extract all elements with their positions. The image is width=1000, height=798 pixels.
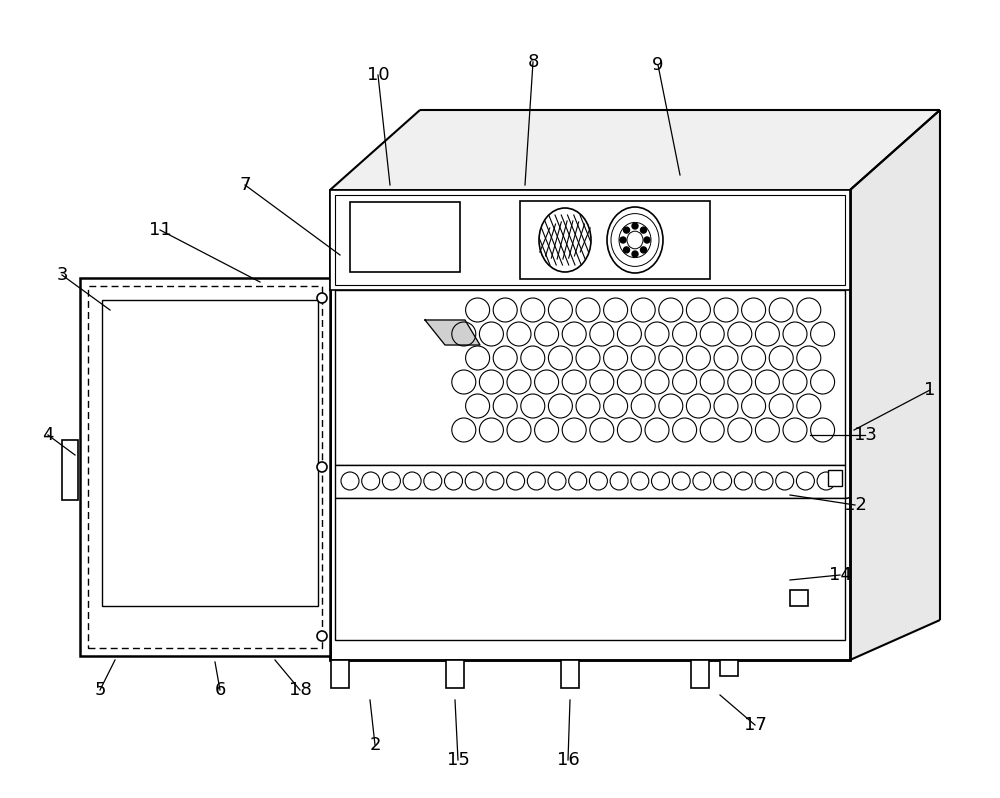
Circle shape xyxy=(317,293,327,303)
Circle shape xyxy=(632,251,638,257)
Text: 1: 1 xyxy=(924,381,936,399)
Circle shape xyxy=(362,472,380,490)
Circle shape xyxy=(624,227,630,233)
Bar xyxy=(335,290,845,465)
Circle shape xyxy=(424,472,442,490)
Text: 7: 7 xyxy=(239,176,251,194)
Text: 4: 4 xyxy=(42,426,54,444)
Bar xyxy=(330,190,850,660)
Circle shape xyxy=(610,472,628,490)
Circle shape xyxy=(465,472,483,490)
Text: 16: 16 xyxy=(557,751,579,769)
Text: 18: 18 xyxy=(289,681,311,699)
Bar xyxy=(335,465,845,498)
Circle shape xyxy=(776,472,794,490)
Circle shape xyxy=(317,462,327,472)
Text: 13: 13 xyxy=(854,426,876,444)
Circle shape xyxy=(620,237,626,243)
Circle shape xyxy=(486,472,504,490)
Polygon shape xyxy=(340,295,455,460)
Ellipse shape xyxy=(607,207,663,273)
Circle shape xyxy=(734,472,752,490)
Bar xyxy=(331,660,349,688)
Circle shape xyxy=(644,237,650,243)
Bar xyxy=(350,202,460,272)
Text: 11: 11 xyxy=(149,221,171,239)
Circle shape xyxy=(714,472,732,490)
Polygon shape xyxy=(330,110,940,190)
Circle shape xyxy=(382,472,400,490)
Text: 10: 10 xyxy=(367,66,389,84)
Text: 14: 14 xyxy=(829,566,851,584)
Bar xyxy=(790,590,808,606)
Circle shape xyxy=(755,472,773,490)
Circle shape xyxy=(569,472,587,490)
Circle shape xyxy=(444,472,462,490)
Text: 5: 5 xyxy=(94,681,106,699)
Circle shape xyxy=(403,472,421,490)
Text: 3: 3 xyxy=(56,266,68,284)
Circle shape xyxy=(693,472,711,490)
Bar xyxy=(102,300,318,606)
Circle shape xyxy=(624,247,630,253)
Bar xyxy=(446,660,464,688)
Text: 9: 9 xyxy=(652,56,664,74)
Circle shape xyxy=(589,472,607,490)
Circle shape xyxy=(640,247,646,253)
Circle shape xyxy=(548,472,566,490)
Bar xyxy=(335,195,845,285)
Circle shape xyxy=(527,472,545,490)
Bar xyxy=(330,190,850,660)
Circle shape xyxy=(631,472,649,490)
Circle shape xyxy=(672,472,690,490)
Text: 2: 2 xyxy=(369,736,381,754)
Bar xyxy=(88,286,322,648)
Ellipse shape xyxy=(539,208,591,272)
Bar xyxy=(691,660,709,688)
Circle shape xyxy=(507,472,525,490)
Text: 6: 6 xyxy=(214,681,226,699)
Bar xyxy=(335,498,845,640)
Bar xyxy=(828,470,842,486)
Text: 8: 8 xyxy=(527,53,539,71)
Bar xyxy=(80,278,330,656)
Bar xyxy=(330,190,850,290)
Circle shape xyxy=(640,227,646,233)
Circle shape xyxy=(341,472,359,490)
Bar xyxy=(561,660,579,688)
Text: 17: 17 xyxy=(744,716,766,734)
Text: 15: 15 xyxy=(447,751,469,769)
Text: 12: 12 xyxy=(844,496,866,514)
Circle shape xyxy=(317,631,327,641)
Polygon shape xyxy=(850,110,940,660)
Bar xyxy=(62,440,78,500)
Circle shape xyxy=(817,472,835,490)
Circle shape xyxy=(632,223,638,229)
Circle shape xyxy=(651,472,669,490)
Bar xyxy=(720,660,738,676)
Bar xyxy=(520,201,710,279)
Polygon shape xyxy=(425,320,480,345)
Circle shape xyxy=(796,472,814,490)
